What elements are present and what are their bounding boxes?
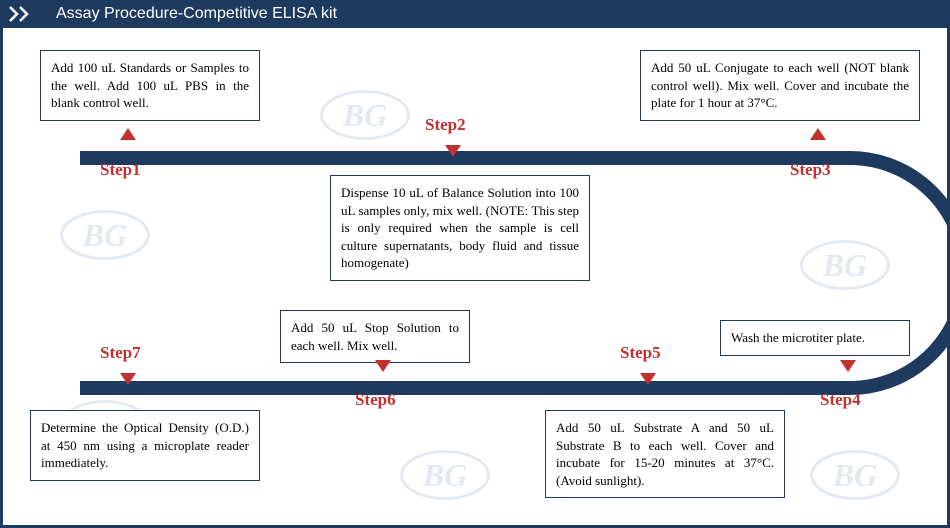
step-box-step3: Add 50 uL Conjugate to each well (NOT bl…	[640, 50, 920, 121]
step-box-step4: Wash the microtiter plate.	[720, 320, 910, 356]
pointer-step5	[640, 373, 656, 385]
step-label-step3: Step3	[790, 160, 831, 180]
pointer-step7	[120, 373, 136, 385]
step-box-step2: Dispense 10 uL of Balance Solution into …	[330, 175, 590, 281]
step-box-step5: Add 50 uL Substrate A and 50 uL Substrat…	[545, 410, 785, 498]
step-box-step6: Add 50 uL Stop Solution to each well. Mi…	[280, 310, 470, 363]
pointer-step2	[445, 145, 461, 157]
step-label-step4: Step4	[820, 390, 861, 410]
pointer-step6	[375, 360, 391, 372]
step-label-step1: Step1	[100, 160, 141, 180]
pointer-step4	[840, 360, 856, 372]
chevron-icon	[8, 5, 34, 23]
step-label-step7: Step7	[100, 343, 141, 363]
header-bar: Assay Procedure-Competitive ELISA kit	[0, 0, 950, 28]
step-label-step5: Step5	[620, 343, 661, 363]
step-box-step1: Add 100 uL Standards or Samples to the w…	[40, 50, 260, 121]
step-label-step2: Step2	[425, 115, 466, 135]
step-box-step7: Determine the Optical Density (O.D.) at …	[30, 410, 260, 481]
pointer-step3	[810, 128, 826, 140]
pointer-step1	[120, 128, 136, 140]
step-label-step6: Step6	[355, 390, 396, 410]
header-title: Assay Procedure-Competitive ELISA kit	[56, 5, 337, 23]
